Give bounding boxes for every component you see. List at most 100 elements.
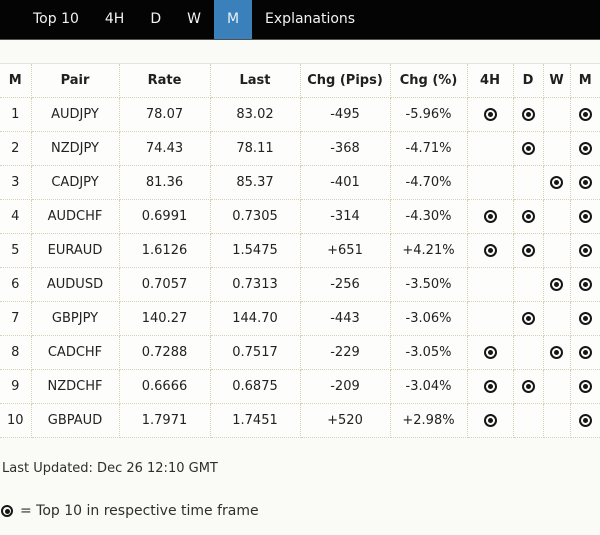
cell-rate: 81.36: [119, 165, 211, 200]
cell-pair: NZDCHF: [31, 369, 120, 404]
bullseye-icon: [483, 380, 497, 393]
cell-tf_w: [543, 97, 571, 132]
cell-pair: AUDUSD: [31, 267, 120, 302]
nav-tab-w[interactable]: W: [187, 11, 201, 27]
cell-tf_m: [570, 267, 600, 302]
cell-pair: EURAUD: [31, 233, 120, 268]
cell-tf_w: [543, 301, 571, 336]
column-header-rank: M: [0, 63, 32, 98]
bullseye-icon: [521, 312, 535, 325]
column-header-rate: Rate: [119, 63, 211, 98]
cell-tf_4h: [467, 233, 514, 268]
bullseye-icon: [521, 108, 535, 121]
cell-pair: AUDJPY: [31, 97, 120, 132]
cell-tf_m: [570, 97, 600, 132]
cell-tf_w: [543, 131, 571, 166]
cell-pair: GBPJPY: [31, 301, 120, 336]
bullseye-icon: [550, 278, 563, 291]
nav-tab-m[interactable]: M: [213, 0, 253, 39]
cell-tf_w: [543, 165, 571, 200]
bullseye-icon: [483, 346, 497, 359]
cell-chg_pct: -3.06%: [390, 301, 468, 336]
cell-tf_w: [543, 335, 571, 370]
bullseye-icon: [1, 505, 13, 517]
bullseye-icon: [521, 380, 535, 393]
legend-text: = Top 10 in respective time frame: [20, 503, 259, 519]
top10-table: M Pair Rate Last Chg (Pips) Chg (%) 4H D W M 1 AUD…: [0, 63, 600, 438]
nav-tab-4h[interactable]: 4H: [104, 11, 125, 27]
bullseye-icon: [578, 108, 592, 121]
cell-pair: NZDJPY: [31, 131, 120, 166]
last-updated-text: Last Updated: Dec 26 12:10 GMT: [2, 461, 218, 476]
table-row: 10 GBPAUD 1.7971 1.7451 +520 +2.98%: [0, 403, 600, 438]
cell-last: 78.11: [210, 131, 301, 166]
nav-tab-explanations[interactable]: Explanations: [265, 11, 356, 27]
cell-last: 0.7313: [210, 267, 301, 302]
cell-pair: CADCHF: [31, 335, 120, 370]
cell-last: 1.7451: [210, 403, 301, 438]
cell-tf_w: [543, 233, 571, 268]
bullseye-icon: [550, 346, 563, 359]
cell-tf_d: [513, 199, 544, 234]
bullseye-icon: [483, 210, 497, 223]
bullseye-icon: [578, 312, 592, 325]
table-row: 8 CADCHF 0.7288 0.7517 -229 -3.05%: [0, 335, 600, 370]
cell-chg_pips: -256: [300, 267, 391, 302]
cell-tf_m: [570, 403, 600, 438]
cell-rank: 9: [0, 369, 32, 404]
cell-rank: 3: [0, 165, 32, 200]
nav-tab-d[interactable]: D: [150, 11, 162, 27]
cell-tf_m: [570, 301, 600, 336]
cell-chg_pct: -3.50%: [390, 267, 468, 302]
bullseye-icon: [578, 210, 592, 223]
cell-tf_4h: [467, 131, 514, 166]
cell-tf_m: [570, 369, 600, 404]
cell-rate: 0.6666: [119, 369, 211, 404]
cell-rate: 78.07: [119, 97, 211, 132]
cell-rank: 5: [0, 233, 32, 268]
cell-tf_d: [513, 165, 544, 200]
bullseye-icon: [521, 244, 535, 257]
bullseye-icon: [578, 380, 592, 393]
cell-tf_m: [570, 199, 600, 234]
nav-tab-top10[interactable]: Top 10: [33, 11, 79, 27]
bullseye-icon: [521, 210, 535, 223]
cell-rank: 10: [0, 403, 32, 438]
bullseye-icon: [578, 142, 592, 155]
cell-last: 0.7305: [210, 199, 301, 234]
bullseye-icon: [483, 414, 497, 427]
cell-tf_w: [543, 369, 571, 404]
cell-rank: 1: [0, 97, 32, 132]
cell-chg_pct: -4.30%: [390, 199, 468, 234]
cell-last: 83.02: [210, 97, 301, 132]
cell-chg_pips: -229: [300, 335, 391, 370]
cell-tf_d: [513, 97, 544, 132]
cell-tf_m: [570, 131, 600, 166]
cell-pair: GBPAUD: [31, 403, 120, 438]
bullseye-icon: [483, 244, 497, 257]
bullseye-icon: [578, 176, 592, 189]
cell-tf_4h: [467, 403, 514, 438]
cell-tf_4h: [467, 301, 514, 336]
cell-last: 85.37: [210, 165, 301, 200]
table-row: 5 EURAUD 1.6126 1.5475 +651 +4.21%: [0, 233, 600, 268]
cell-tf_w: [543, 403, 571, 438]
cell-chg_pips: +651: [300, 233, 391, 268]
column-header-last: Last: [210, 63, 301, 98]
cell-tf_w: [543, 199, 571, 234]
cell-chg_pct: -4.70%: [390, 165, 468, 200]
table-row: 3 CADJPY 81.36 85.37 -401 -4.70%: [0, 165, 600, 200]
cell-pair: AUDCHF: [31, 199, 120, 234]
bullseye-icon: [521, 142, 535, 155]
column-header-tf_w: W: [543, 63, 571, 98]
column-header-chg_pct: Chg (%): [390, 63, 468, 98]
cell-rate: 0.6991: [119, 199, 211, 234]
cell-chg_pips: -443: [300, 301, 391, 336]
column-header-tf_4h: 4H: [467, 63, 514, 98]
cell-tf_d: [513, 403, 544, 438]
cell-tf_4h: [467, 199, 514, 234]
cell-rate: 1.6126: [119, 233, 211, 268]
cell-rank: 4: [0, 199, 32, 234]
column-header-tf_d: D: [513, 63, 544, 98]
legend: = Top 10 in respective time frame: [1, 503, 600, 519]
